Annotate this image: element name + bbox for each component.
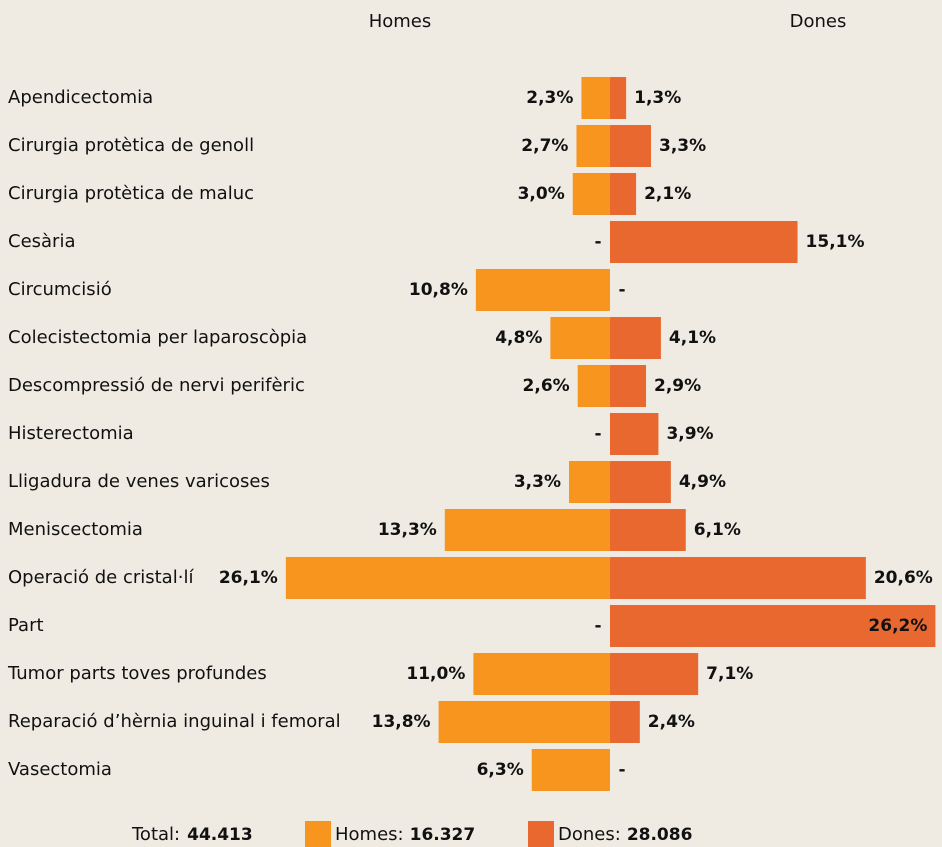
value-label: 2,3% <box>526 88 573 108</box>
value-label: - <box>594 616 601 636</box>
value-label: 3,9% <box>666 424 713 444</box>
value-label: 15,1% <box>806 232 865 252</box>
category-label: Colecistectomia per laparoscòpia <box>8 327 307 348</box>
bar <box>610 557 866 599</box>
bar <box>569 461 610 503</box>
value-label: 3,3% <box>514 472 561 492</box>
bar <box>610 701 640 743</box>
category-label: Reparació d’hèrnia inguinal i femoral <box>8 711 341 732</box>
legend-total: 16.327 <box>410 825 476 845</box>
value-label: - <box>594 424 601 444</box>
value-label: 6,1% <box>694 520 741 540</box>
value-label: 2,7% <box>521 136 568 156</box>
legend-label: Dones: <box>558 824 621 845</box>
category-label: Operació de cristal·lí <box>8 567 194 588</box>
value-label: 11,0% <box>406 664 465 684</box>
value-label: 2,1% <box>644 184 691 204</box>
bar <box>610 125 651 167</box>
value-label: 4,9% <box>679 472 726 492</box>
bar <box>475 269 610 311</box>
value-label: 1,3% <box>634 88 681 108</box>
bar <box>473 653 610 695</box>
category-label: Tumor parts toves profundes <box>7 663 267 684</box>
bar <box>610 317 661 359</box>
value-label: 6,3% <box>477 760 524 780</box>
value-label: 3,3% <box>659 136 706 156</box>
legend-swatch <box>528 821 554 847</box>
category-label: Cirurgia protètica de genoll <box>8 135 254 156</box>
category-label: Meniscectomia <box>8 519 143 540</box>
value-label: 20,6% <box>874 568 933 588</box>
header-homes: Homes <box>369 11 432 32</box>
bar <box>610 605 936 647</box>
value-label: - <box>618 280 625 300</box>
category-label: Cirurgia protètica de maluc <box>8 183 254 204</box>
bar <box>581 77 610 119</box>
bar <box>531 749 610 791</box>
value-label: - <box>594 232 601 252</box>
bar <box>572 173 610 215</box>
value-label: 2,4% <box>648 712 695 732</box>
value-label: 10,8% <box>409 280 468 300</box>
category-label: Vasectomia <box>8 759 112 780</box>
category-label: Apendicectomia <box>8 87 153 108</box>
bar <box>610 509 686 551</box>
value-label: 2,6% <box>523 376 570 396</box>
value-label: 4,1% <box>669 328 716 348</box>
value-label: 26,1% <box>219 568 278 588</box>
bar <box>610 365 647 407</box>
category-label: Histerectomia <box>8 423 134 444</box>
bar <box>610 173 637 215</box>
legend-swatch <box>305 821 331 847</box>
header-dones: Dones <box>790 11 847 32</box>
legend-total: 28.086 <box>627 825 693 845</box>
bar <box>610 221 798 263</box>
bar <box>610 77 627 119</box>
bar <box>577 365 610 407</box>
bar <box>285 557 610 599</box>
legend-label: Homes: <box>335 824 404 845</box>
total-label: Total: <box>131 824 180 845</box>
value-label: 13,8% <box>372 712 431 732</box>
bar <box>610 461 671 503</box>
bar <box>550 317 610 359</box>
value-label: 13,3% <box>378 520 437 540</box>
value-label: 7,1% <box>706 664 753 684</box>
category-label: Lligadura de venes varicoses <box>8 471 270 492</box>
value-label: 2,9% <box>654 376 701 396</box>
bar <box>576 125 610 167</box>
bar <box>610 653 699 695</box>
category-label: Descompressió de nervi perifèric <box>8 375 305 396</box>
value-label: 26,2% <box>868 616 927 636</box>
category-label: Cesària <box>8 231 75 252</box>
value-label: - <box>618 760 625 780</box>
value-label: 3,0% <box>518 184 565 204</box>
category-label: Part <box>8 615 44 636</box>
bar <box>444 509 610 551</box>
category-label: Circumcisió <box>8 279 112 300</box>
total-value: 44.413 <box>187 825 253 845</box>
bar <box>610 413 659 455</box>
value-label: 4,8% <box>495 328 542 348</box>
bar <box>438 701 610 743</box>
